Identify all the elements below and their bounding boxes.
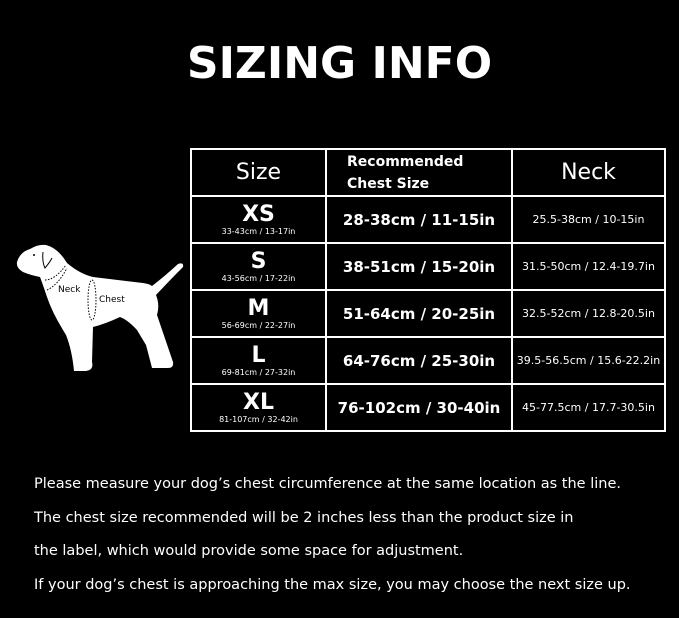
size-label: S bbox=[250, 249, 267, 274]
neck-line bbox=[44, 264, 68, 291]
neck-label: Neck bbox=[58, 285, 81, 295]
chest-label: Chest bbox=[99, 295, 125, 305]
neck-cell: 25.5-38cm / 10-15in bbox=[511, 195, 666, 244]
neck-cell: 31.5-50cm / 12.4-19.7in bbox=[511, 242, 666, 291]
neck-cell: 32.5-52cm / 12.8-20.5in bbox=[511, 289, 666, 338]
note-line: Please measure your dog’s chest circumfe… bbox=[34, 476, 621, 492]
header-size: Size bbox=[190, 148, 327, 197]
page-title: SIZING INFO bbox=[186, 38, 493, 89]
product-size: 81-107cm / 32-42in bbox=[219, 415, 298, 424]
eye bbox=[33, 254, 35, 256]
product-size: 69-81cm / 27-32in bbox=[221, 368, 296, 377]
note-line: The chest size recommended will be 2 inc… bbox=[34, 509, 574, 526]
table-row: XL 81-107cm / 32-42in 76-102cm / 30-40in 45… bbox=[190, 383, 666, 432]
chest-cell: 28-38cm / 11-15in bbox=[325, 195, 513, 244]
sizing-table: Size Recommended Chest Size Neck XS 33-43c… bbox=[190, 148, 666, 432]
size-cell: XS 33-43cm / 13-17in bbox=[190, 195, 327, 244]
note-line: If your dog’s chest is approaching the m… bbox=[34, 576, 631, 593]
neck-cell: 45-77.5cm / 17.7-30.5in bbox=[511, 383, 666, 432]
table-row: S 43-56cm / 17-22in 38-51cm / 15-20in 31.5-… bbox=[190, 242, 666, 291]
neck-cell: 39.5-56.5cm / 15.6-22.2in bbox=[511, 336, 666, 385]
header-neck: Neck bbox=[511, 148, 666, 197]
measurement-notes: Please measure your dog’s chest circumfe… bbox=[34, 468, 631, 602]
size-label: L bbox=[251, 343, 266, 368]
header-chest-line1: Recommended bbox=[347, 153, 464, 170]
product-size: 33-43cm / 13-17in bbox=[221, 227, 296, 236]
size-label: M bbox=[247, 296, 270, 321]
chest-cell: 76-102cm / 30-40in bbox=[325, 383, 513, 432]
size-cell: M 56-69cm / 22-27in bbox=[190, 289, 327, 338]
note-line: the label, which would provide some spac… bbox=[34, 543, 464, 559]
product-size: 43-56cm / 17-22in bbox=[221, 274, 296, 283]
ear bbox=[42, 251, 53, 269]
dog-silhouette bbox=[16, 244, 184, 371]
size-cell: XL 81-107cm / 32-42in bbox=[190, 383, 327, 432]
table-header-row: Size Recommended Chest Size Neck bbox=[190, 148, 666, 197]
product-size: 56-69cm / 22-27in bbox=[221, 321, 296, 330]
table-row: M 56-69cm / 22-27in 51-64cm / 20-25in 32.5-… bbox=[190, 289, 666, 338]
size-label: XL bbox=[243, 390, 274, 415]
header-chest-line2: Chest Size bbox=[347, 175, 430, 192]
table-row: L 69-81cm / 27-32in 64-76cm / 25-30in 39.5-… bbox=[190, 336, 666, 385]
size-label: XS bbox=[242, 202, 275, 227]
dog-measurement-diagram: Neck Chest bbox=[16, 244, 184, 371]
size-cell: S 43-56cm / 17-22in bbox=[190, 242, 327, 291]
table-row: XS 33-43cm / 13-17in 28-38cm / 11-15in 25.5… bbox=[190, 195, 666, 244]
chest-cell: 38-51cm / 15-20in bbox=[325, 242, 513, 291]
chest-cell: 51-64cm / 20-25in bbox=[325, 289, 513, 338]
chest-cell: 64-76cm / 25-30in bbox=[325, 336, 513, 385]
size-cell: L 69-81cm / 27-32in bbox=[190, 336, 327, 385]
chest-line bbox=[87, 279, 97, 321]
header-chest: Recommended Chest Size bbox=[325, 148, 513, 197]
